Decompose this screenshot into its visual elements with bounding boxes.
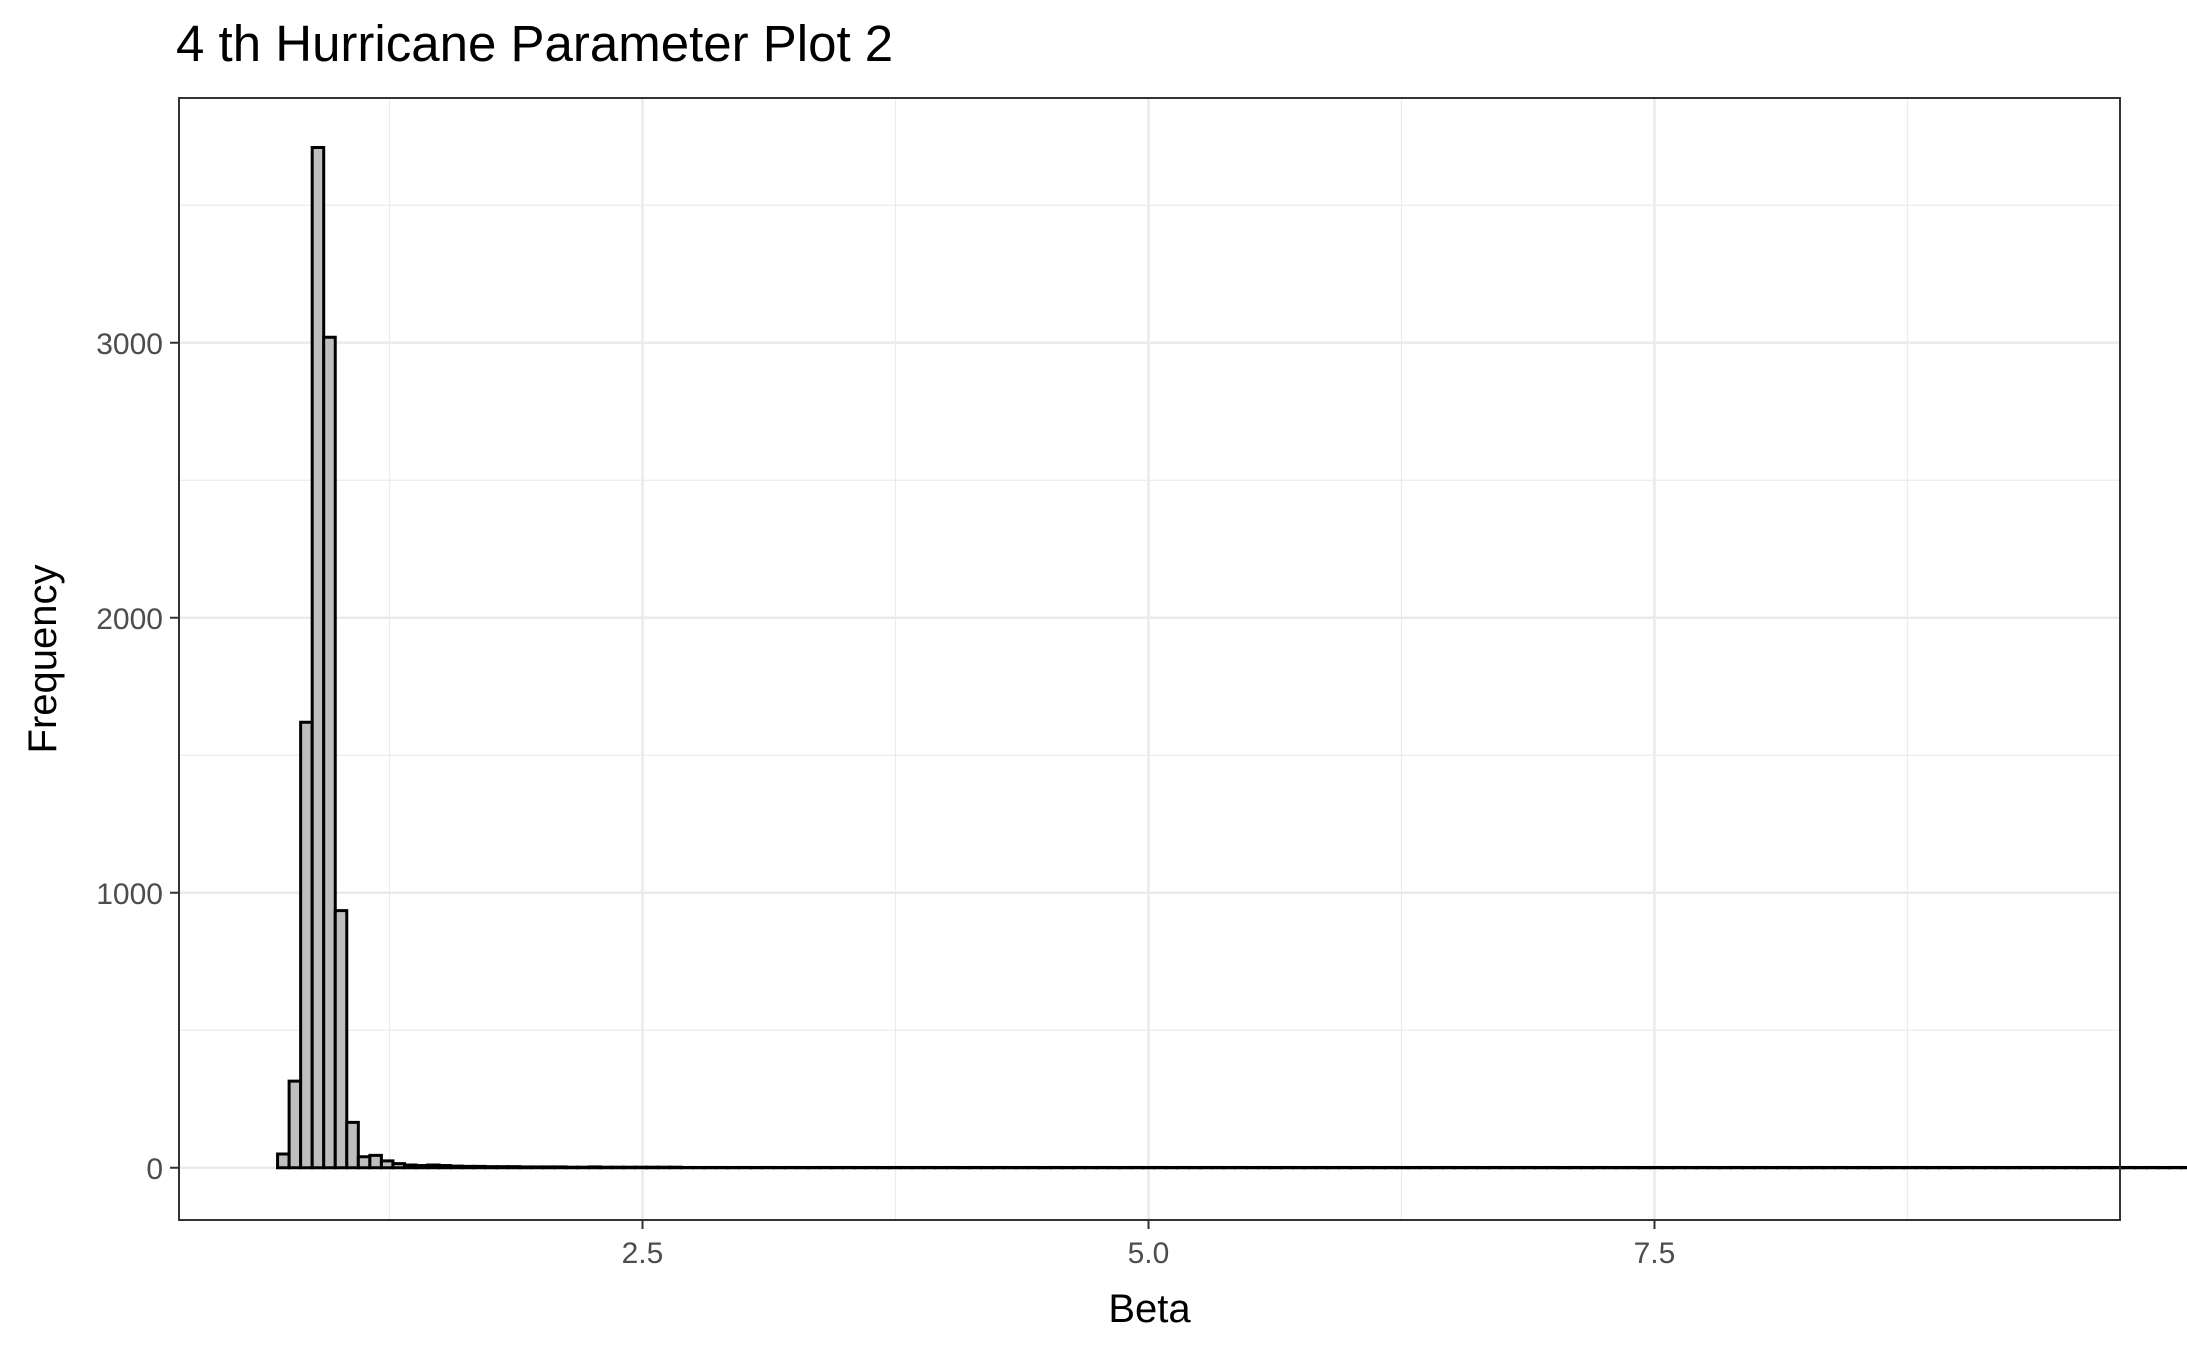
histogram-bar [299, 720, 314, 1170]
x-axis-title: Beta [1108, 1287, 1191, 1331]
histogram-bar [518, 1165, 533, 1170]
histogram-bar [402, 1163, 418, 1170]
histogram-bar [460, 1164, 476, 1170]
histogram-bar [506, 1165, 522, 1170]
histogram-bar [529, 1165, 545, 1170]
histogram-bar [356, 1155, 372, 1170]
histogram-bar [587, 1165, 603, 1170]
histogram-bar [552, 1165, 568, 1170]
histogram-bar [333, 909, 349, 1170]
histogram-bar [656, 1165, 672, 1170]
histogram-bar [645, 1165, 660, 1170]
histogram-bar [426, 1163, 441, 1170]
x-tick-label: 7.5 [1634, 1237, 1676, 1270]
histogram-bar [668, 1165, 683, 1170]
histogram-bar [437, 1164, 453, 1170]
histogram-bar [610, 1165, 626, 1170]
panel-border [178, 97, 2121, 1221]
histogram-bar [495, 1165, 510, 1170]
histogram-bar [622, 1165, 637, 1170]
y-axis-title: Frequency [21, 565, 65, 754]
x-tick-label: 5.0 [1128, 1237, 1170, 1270]
histogram-bar [379, 1159, 395, 1170]
y-tick-label: 2000 [96, 603, 163, 636]
histogram-bar [310, 146, 326, 1170]
major-grid [179, 98, 2120, 1220]
histogram-bar [564, 1165, 580, 1170]
histogram-bar [483, 1165, 499, 1170]
chart-title: 4 th Hurricane Parameter Plot 2 [176, 15, 894, 72]
y-tick-label: 1000 [96, 878, 163, 911]
y-tick-label: 3000 [96, 328, 163, 361]
histogram-bar [345, 1120, 360, 1170]
histogram-bar [287, 1079, 303, 1170]
histogram-bar [322, 335, 337, 1170]
y-tick-label: 0 [146, 1153, 163, 1186]
histogram-bar [414, 1164, 430, 1170]
histogram-bar [472, 1164, 487, 1170]
y-axis: 0 1000 2000 3000 [96, 328, 179, 1186]
histogram-bar [576, 1165, 591, 1170]
histogram-bar [633, 1165, 649, 1170]
histogram-bar [391, 1162, 406, 1170]
histogram-bar [449, 1164, 464, 1170]
histogram-bar [599, 1165, 614, 1170]
x-tick-label: 2.5 [622, 1237, 664, 1270]
histogram-bars [276, 146, 2187, 1170]
histogram-bar [276, 1152, 291, 1170]
histogram-bar [541, 1165, 556, 1170]
x-axis: 2.5 5.0 7.5 [622, 1220, 1676, 1270]
histogram-bar [368, 1153, 383, 1170]
